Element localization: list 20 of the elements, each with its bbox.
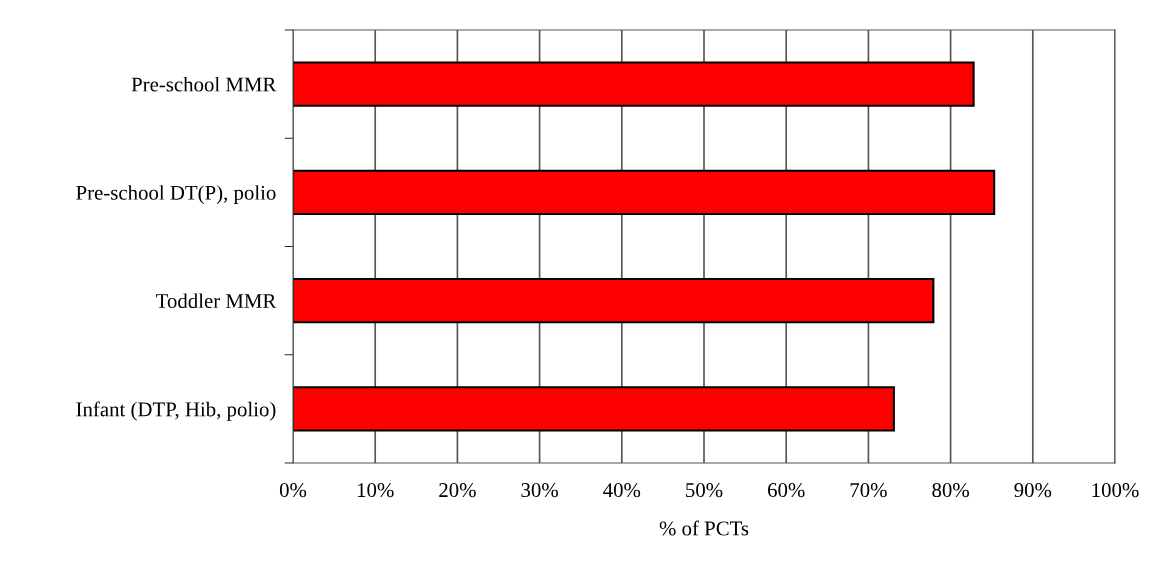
x-axis-title: % of PCTs [659,520,749,536]
bar [293,277,935,324]
y-tick-label: Toddler MMR [156,293,277,309]
bar [293,169,996,216]
y-tick-label: Pre-school DT(P), polio [76,185,276,205]
bar [293,386,895,432]
x-tick-label: 40% [603,483,641,498]
x-tick-label: 20% [439,483,476,498]
x-tick-label: 80% [932,483,969,498]
x-tick-label: 60% [768,483,805,498]
x-tick-label: 70% [850,483,887,498]
x-tick-label: 0% [279,483,307,498]
x-tick-label: 30% [521,483,558,498]
x-tick-label: 10% [357,483,394,498]
y-tick-label: Pre-school MMR [131,76,277,92]
bar [293,61,975,107]
x-tick-label: 50% [686,483,723,498]
x-tick-label: 90% [1014,483,1052,498]
y-tick-label: Infant (DTP, Hib, polio) [76,401,276,421]
x-tick-label: 100% [1092,483,1139,498]
